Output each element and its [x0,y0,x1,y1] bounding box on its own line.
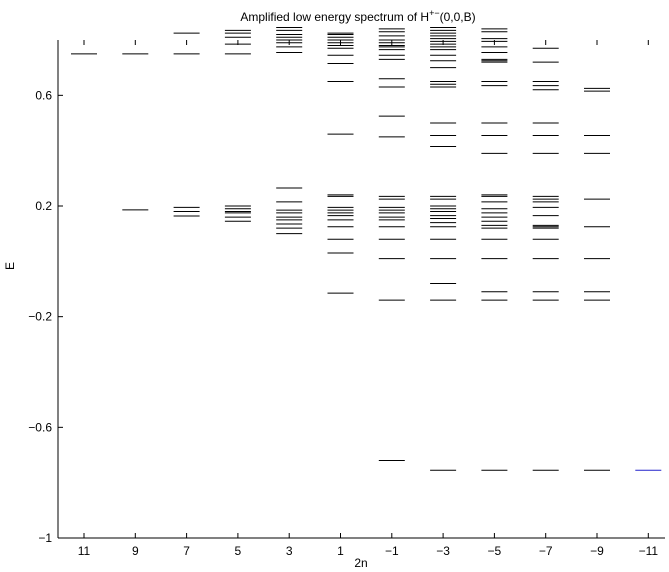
data-marks [71,27,662,471]
x-tick-label: 1 [337,544,344,558]
x-tick-label: 7 [183,544,190,558]
axes [57,40,665,539]
x-tick-label: −7 [539,544,553,558]
y-tick-label: 0.2 [35,199,52,213]
chart-title-main: Amplified low energy spectrum of H [240,10,429,24]
y-axis-label: E [3,262,17,270]
y-tick-label: −0.2 [28,310,52,324]
x-tick-label: 3 [286,544,293,558]
x-ticks: 11 9 7 5 3 1 −1 −3 −5 −7 −9 −11 [78,40,659,558]
x-axis-label: 2n [354,556,367,570]
x-tick-label: −5 [488,544,502,558]
y-tick-label: 0.6 [35,88,52,102]
y-tick-label: −1 [38,531,52,545]
x-tick-label: 5 [235,544,242,558]
chart-title-rest: (0,0,B) [440,10,476,24]
x-tick-label: −11 [639,544,659,558]
x-tick-label: 9 [132,544,139,558]
chart-title-superscript: +− [429,8,440,18]
x-tick-label: 11 [78,544,91,558]
x-tick-label: −9 [590,544,604,558]
x-tick-label: −1 [385,544,399,558]
y-ticks: 0.6 0.2 −0.2 −0.6 −1 [28,88,63,545]
chart-title: Amplified low energy spectrum of H+−(0,0… [240,8,475,24]
x-tick-label: −3 [436,544,450,558]
y-tick-label: −0.6 [28,420,52,434]
